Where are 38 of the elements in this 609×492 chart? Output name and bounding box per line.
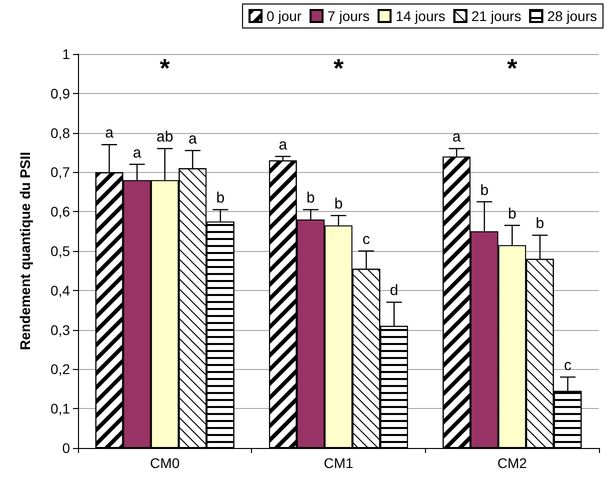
legend-label: 7 jours (328, 8, 370, 24)
legend-label: 0 jour (266, 8, 302, 24)
y-tick-label: 0,2 (50, 361, 70, 378)
data-label: c (564, 357, 572, 374)
data-label: a (105, 124, 114, 142)
data-label: a (278, 136, 288, 154)
data-label: b (306, 190, 315, 207)
legend-label: 14 jours (396, 8, 446, 24)
data-label: c (362, 231, 371, 248)
annotation: * (160, 53, 171, 83)
y-tick-label: 0,5 (50, 243, 70, 259)
y-axis-title: Rendement quantique du PSII (17, 152, 33, 350)
data-label: d (390, 282, 398, 300)
y-tick-label: 0,1 (50, 400, 70, 417)
data-label: b (536, 215, 544, 232)
y-tick-label: 0,6 (50, 204, 70, 220)
x-tick-label: CM2 (497, 455, 528, 471)
x-tick-label: CM0 (150, 455, 180, 471)
annotation: * (507, 53, 518, 83)
x-tick-label: CM1 (324, 455, 354, 471)
data-label: ab (156, 128, 174, 146)
y-tick-label: 1 (62, 46, 70, 62)
data-label: b (334, 196, 343, 213)
data-label: a (188, 130, 198, 148)
y-tick-label: 0,9 (50, 85, 70, 102)
y-tick-label: 0,4 (50, 282, 70, 298)
annotation: * (333, 53, 344, 83)
y-tick-label: 0,3 (50, 322, 70, 338)
data-label: a (452, 128, 462, 146)
legend-label: 21 jours (471, 8, 522, 24)
data-label: a (132, 144, 142, 162)
y-tick-label: 0 (62, 440, 70, 456)
legend-label: 28 jours (547, 8, 598, 24)
data-label: b (508, 205, 516, 222)
data-label: b (480, 182, 489, 199)
y-tick-label: 0,7 (50, 164, 70, 180)
y-tick-label: 0,8 (50, 124, 70, 141)
data-label: b (216, 190, 225, 207)
